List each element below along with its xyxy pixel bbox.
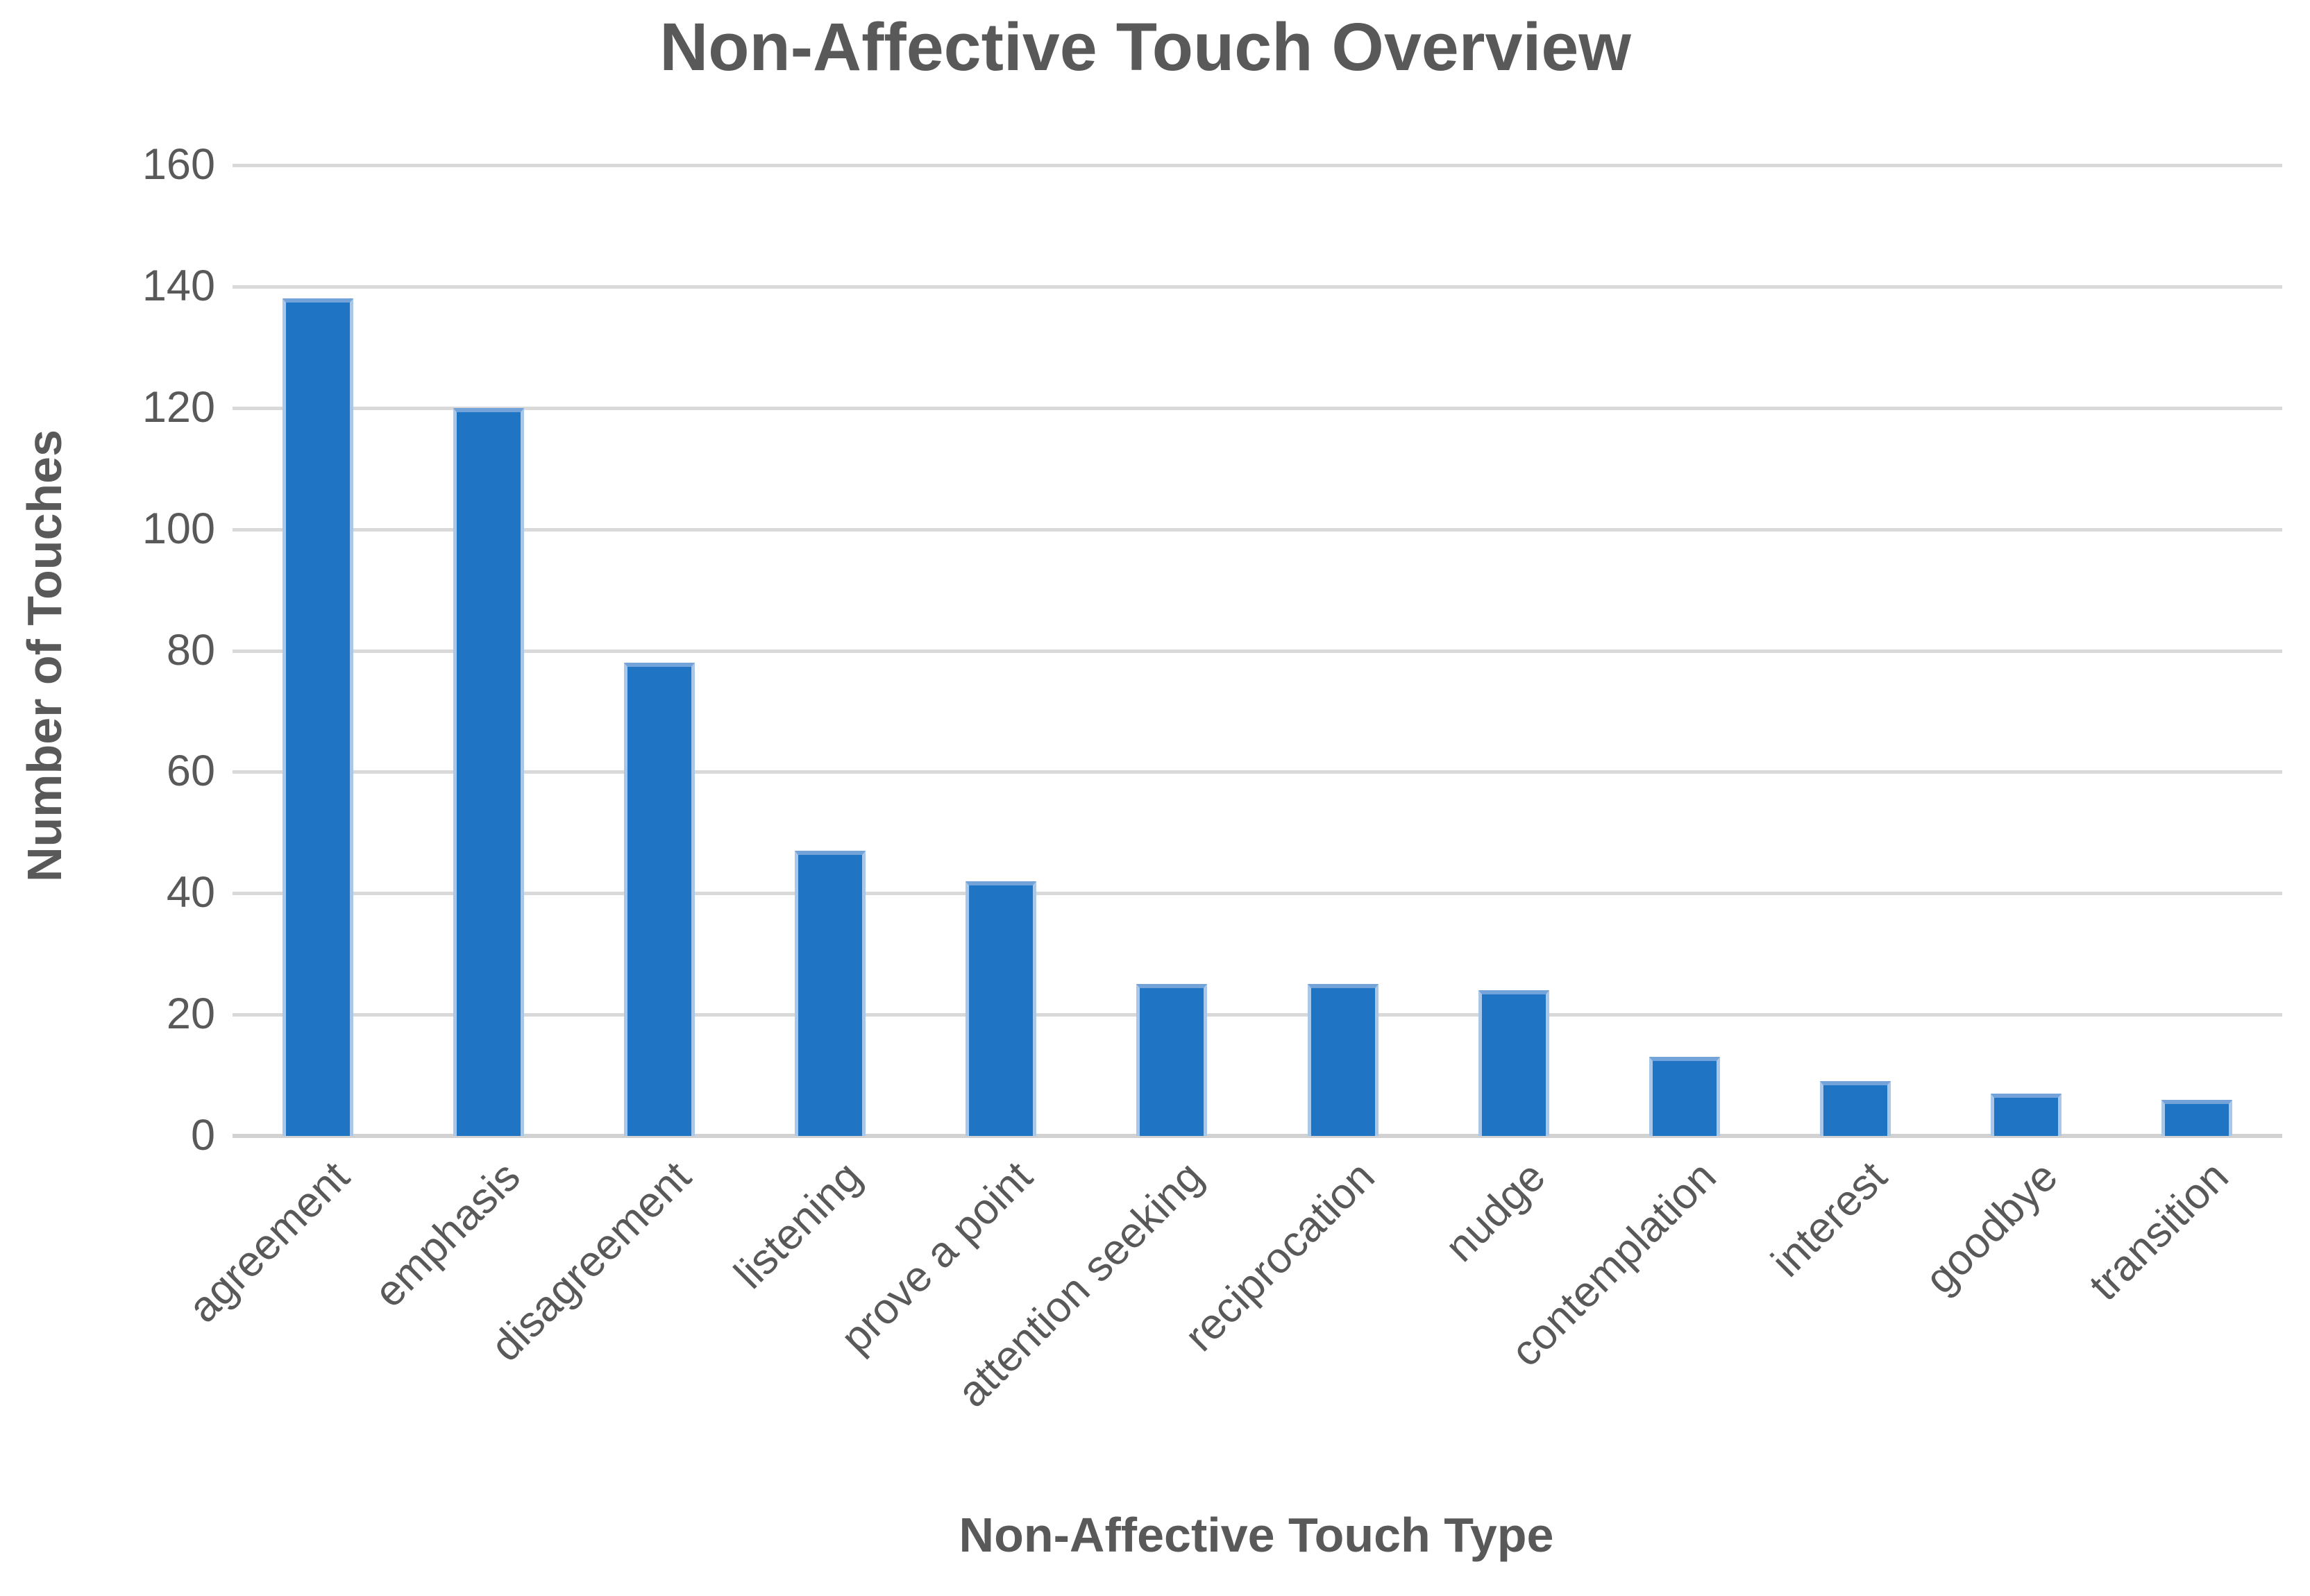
plot-area xyxy=(233,164,2282,1138)
x-tick-label: attention seeking xyxy=(948,1152,1213,1417)
gridline xyxy=(233,649,2282,653)
bar-prove-a-point xyxy=(966,881,1037,1136)
bar-interest xyxy=(1819,1081,1891,1136)
x-tick-label: prove a point xyxy=(832,1152,1043,1363)
bar-contemplation xyxy=(1649,1057,1720,1136)
x-tick-label: listening xyxy=(725,1152,871,1298)
y-tick-label: 100 xyxy=(142,504,215,553)
gridline xyxy=(233,406,2282,410)
y-tick-label: 160 xyxy=(142,140,215,189)
bar-disagreement xyxy=(624,663,695,1136)
y-tick-label: 20 xyxy=(166,990,215,1039)
y-tick-label: 60 xyxy=(166,747,215,796)
x-tick-label: interest xyxy=(1762,1152,1896,1287)
x-tick-label: transition xyxy=(2080,1152,2238,1310)
y-tick-label: 0 xyxy=(190,1111,215,1160)
bar-emphasis xyxy=(453,407,525,1136)
bar-attention-seeking xyxy=(1136,984,1208,1136)
gridline xyxy=(233,1013,2282,1017)
y-tick-label: 140 xyxy=(142,261,215,310)
bar-transition xyxy=(2161,1099,2232,1136)
bar-nudge xyxy=(1478,990,1549,1136)
x-tick-label: nudge xyxy=(1435,1152,1555,1271)
bar-goodbye xyxy=(1990,1093,2062,1136)
y-tick-label: 120 xyxy=(142,382,215,432)
chart-title: Non-Affective Touch Overview xyxy=(659,9,1631,85)
x-tick-label: emphasis xyxy=(365,1152,530,1317)
y-tick-label: 40 xyxy=(166,868,215,917)
bar-reciprocation xyxy=(1307,984,1379,1136)
gridline xyxy=(233,892,2282,896)
gridline xyxy=(233,285,2282,289)
x-axis-title: Non-Affective Touch Type xyxy=(959,1508,1554,1562)
x-tick-label: contemplation xyxy=(1501,1152,1726,1376)
gridline xyxy=(233,164,2282,167)
bar-agreement xyxy=(283,298,354,1136)
bar-listening xyxy=(795,851,866,1136)
x-tick-label: disagreement xyxy=(482,1152,700,1371)
x-tick-label: reciprocation xyxy=(1175,1152,1384,1361)
x-tick-label: goodbye xyxy=(1916,1152,2067,1303)
gridline xyxy=(233,770,2282,774)
y-tick-label: 80 xyxy=(166,625,215,674)
x-axis-line xyxy=(233,1134,2282,1138)
gridline xyxy=(233,527,2282,532)
